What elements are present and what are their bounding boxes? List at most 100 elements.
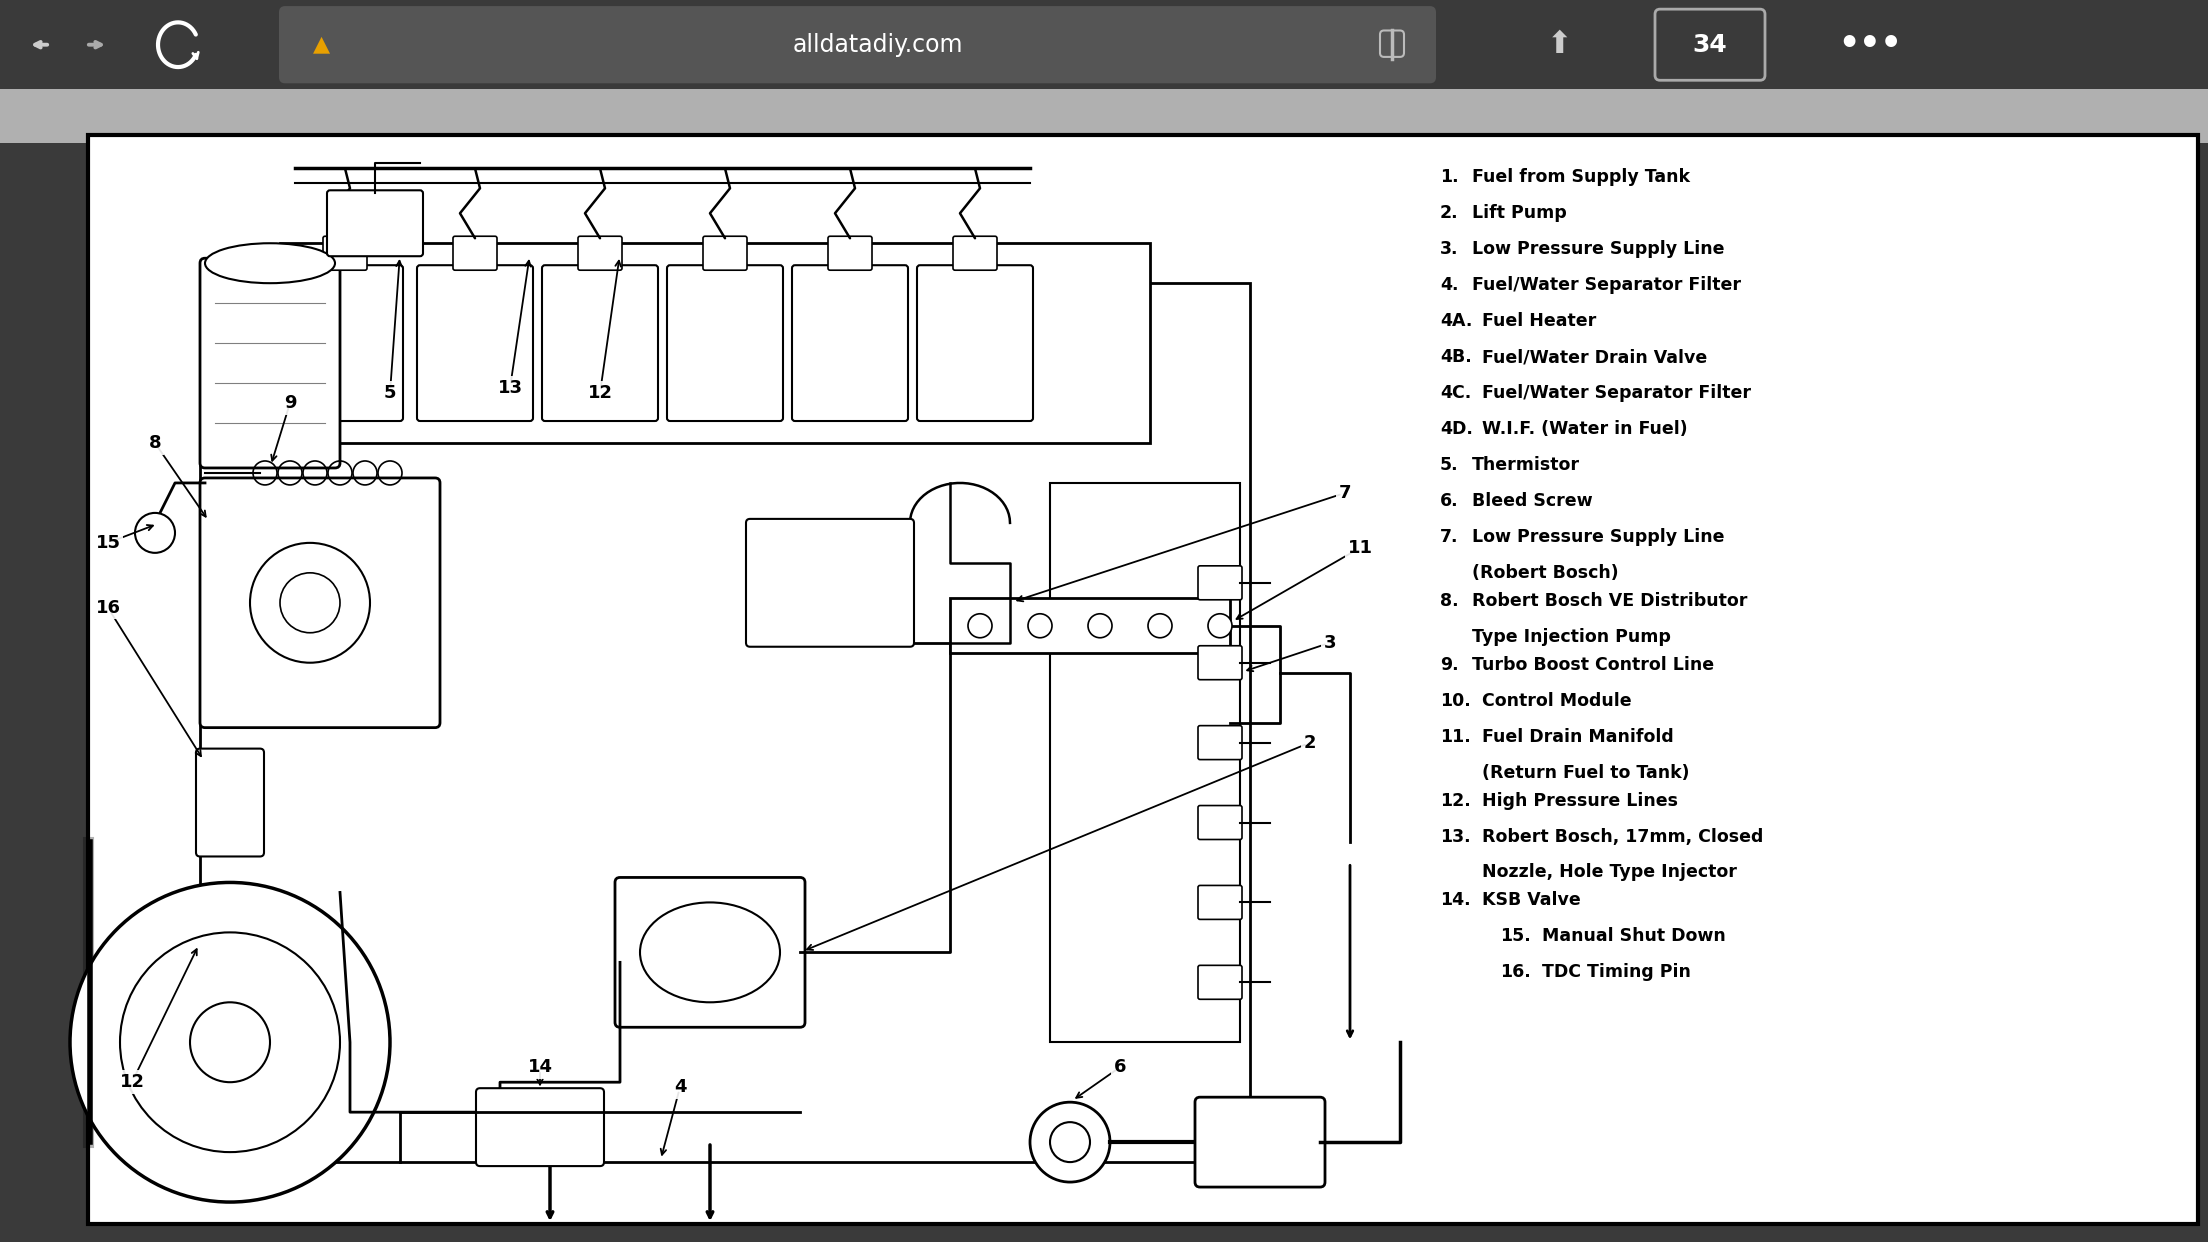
FancyBboxPatch shape [1199,646,1241,679]
Text: 15.: 15. [1499,928,1530,945]
Text: 9.: 9. [1440,656,1459,673]
Text: 34: 34 [1694,32,1727,57]
Text: 4B.: 4B. [1440,348,1473,366]
FancyBboxPatch shape [327,190,424,256]
FancyBboxPatch shape [417,266,532,421]
Text: KSB Valve: KSB Valve [1482,892,1581,909]
Text: Nozzle, Hole Type Injector: Nozzle, Hole Type Injector [1482,863,1738,882]
Text: W.I.F. (Water in Fuel): W.I.F. (Water in Fuel) [1482,420,1687,438]
Text: Control Module: Control Module [1482,692,1632,709]
Circle shape [119,933,340,1153]
Ellipse shape [205,243,336,283]
FancyBboxPatch shape [201,478,439,728]
Text: 4C.: 4C. [1440,384,1471,402]
Text: Fuel Heater: Fuel Heater [1482,312,1596,330]
Text: (Robert Bosch): (Robert Bosch) [1473,564,1618,581]
Text: 6: 6 [1113,1058,1126,1077]
Text: Fuel/Water Separator Filter: Fuel/Water Separator Filter [1473,276,1740,294]
Text: 12.: 12. [1440,791,1471,810]
Text: Fuel/Water Separator Filter: Fuel/Water Separator Filter [1482,384,1751,402]
FancyBboxPatch shape [702,236,746,271]
FancyBboxPatch shape [197,749,265,857]
Text: Low Pressure Supply Line: Low Pressure Supply Line [1473,240,1724,258]
Text: ▲: ▲ [314,35,331,55]
Text: 4D.: 4D. [1440,420,1473,438]
Text: Low Pressure Supply Line: Low Pressure Supply Line [1473,528,1724,546]
Text: 14.: 14. [1440,892,1471,909]
Text: 15: 15 [95,534,121,551]
FancyBboxPatch shape [1199,886,1241,919]
Text: High Pressure Lines: High Pressure Lines [1482,791,1678,810]
Text: ⬆: ⬆ [1548,30,1572,60]
Circle shape [1029,1102,1111,1182]
Text: 12: 12 [119,1073,144,1092]
Text: Fuel/Water Drain Valve: Fuel/Water Drain Valve [1482,348,1707,366]
Text: 16: 16 [95,599,121,617]
Text: 6.: 6. [1440,492,1459,510]
FancyBboxPatch shape [88,135,2197,1225]
FancyBboxPatch shape [278,6,1435,83]
Circle shape [280,573,340,632]
Circle shape [967,614,991,637]
Text: 13: 13 [497,379,523,397]
Text: 5.: 5. [1440,456,1459,474]
Text: Turbo Boost Control Line: Turbo Boost Control Line [1473,656,1713,673]
FancyBboxPatch shape [667,266,784,421]
Text: 3: 3 [1325,633,1336,652]
FancyBboxPatch shape [578,236,623,271]
Text: Type Injection Pump: Type Injection Pump [1473,627,1671,646]
FancyBboxPatch shape [746,519,914,647]
Text: 1.: 1. [1440,169,1459,186]
Text: 4: 4 [673,1078,687,1097]
Text: Fuel from Supply Tank: Fuel from Supply Tank [1473,169,1689,186]
Text: Robert Bosch VE Distributor: Robert Bosch VE Distributor [1473,591,1747,610]
Text: 5: 5 [384,384,395,402]
Circle shape [135,513,174,553]
Text: 7: 7 [1338,484,1351,502]
FancyBboxPatch shape [916,266,1033,421]
Text: TDC Timing Pin: TDC Timing Pin [1541,964,1691,981]
FancyBboxPatch shape [616,877,806,1027]
Ellipse shape [640,903,779,1002]
Text: 4A.: 4A. [1440,312,1473,330]
Text: •••: ••• [1837,29,1901,61]
Text: 11: 11 [1347,539,1373,556]
Circle shape [1051,1123,1091,1163]
Text: alldatadiy.com: alldatadiy.com [793,32,963,57]
FancyBboxPatch shape [1656,9,1764,81]
Text: 13.: 13. [1440,827,1471,846]
Circle shape [1148,614,1172,637]
FancyBboxPatch shape [1199,725,1241,760]
Text: 3.: 3. [1440,240,1459,258]
FancyBboxPatch shape [280,243,1150,443]
FancyBboxPatch shape [201,283,1250,1163]
Text: 11.: 11. [1440,728,1471,745]
Text: 8.: 8. [1440,591,1459,610]
Circle shape [1208,614,1232,637]
Text: 14: 14 [528,1058,552,1077]
Text: 10.: 10. [1440,692,1471,709]
Text: 2.: 2. [1440,204,1459,222]
Text: Manual Shut Down: Manual Shut Down [1541,928,1727,945]
FancyBboxPatch shape [1199,806,1241,840]
Bar [0,89,2208,143]
Circle shape [71,883,391,1202]
Text: Robert Bosch, 17mm, Closed: Robert Bosch, 17mm, Closed [1482,827,1764,846]
Circle shape [1029,614,1051,637]
FancyBboxPatch shape [828,236,872,271]
FancyBboxPatch shape [287,266,404,421]
Text: Fuel Drain Manifold: Fuel Drain Manifold [1482,728,1674,745]
FancyBboxPatch shape [1195,1097,1325,1187]
Circle shape [1089,614,1113,637]
Text: Bleed Screw: Bleed Screw [1473,492,1592,510]
FancyBboxPatch shape [1380,31,1404,57]
FancyBboxPatch shape [477,1088,605,1166]
Circle shape [190,1002,269,1082]
FancyBboxPatch shape [1199,566,1241,600]
Text: 16.: 16. [1499,964,1530,981]
Text: 9: 9 [285,394,296,412]
Text: (Return Fuel to Tank): (Return Fuel to Tank) [1482,764,1689,781]
FancyBboxPatch shape [1051,483,1241,1042]
FancyBboxPatch shape [793,266,907,421]
FancyBboxPatch shape [949,597,1230,653]
